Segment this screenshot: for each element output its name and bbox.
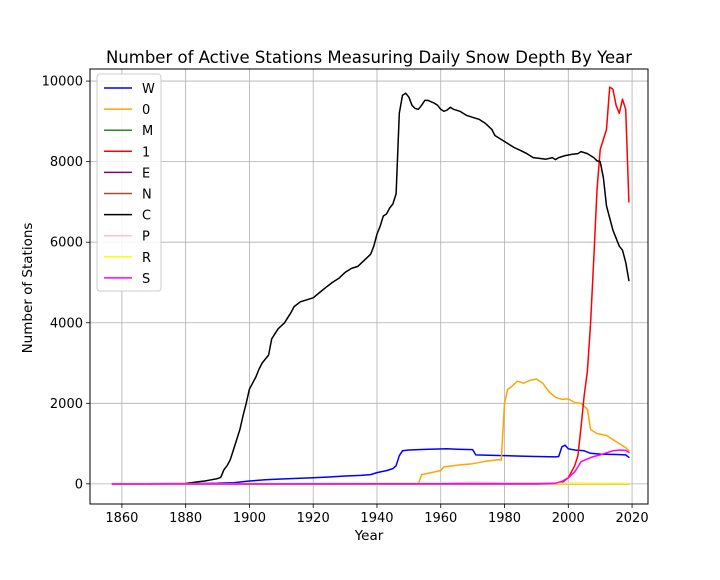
legend-label-M: M (142, 124, 153, 139)
x-tick-label: 1880 (169, 511, 202, 526)
series-line-1 (111, 86, 630, 485)
legend-label-0: 0 (142, 103, 150, 118)
legend-label-W: W (142, 82, 155, 97)
x-tick-label: 1940 (360, 511, 393, 526)
legend-label-S: S (142, 272, 150, 287)
y-tick-label: 8000 (50, 155, 83, 170)
chart-title: Number of Active Stations Measuring Dail… (106, 48, 632, 67)
x-tick-label: 1900 (233, 511, 266, 526)
legend-label-N: N (142, 188, 152, 203)
x-tick-label: 2000 (552, 511, 585, 526)
series-line-S (111, 449, 630, 485)
y-tick-label: 10000 (42, 75, 83, 90)
legend-label-C: C (142, 209, 151, 224)
x-tick-label: 1960 (424, 511, 457, 526)
legend-label-1: 1 (142, 145, 150, 160)
legend-label-R: R (142, 251, 151, 266)
legend-box (96, 73, 162, 292)
y-axis-ticks: 0 2000 4000 6000 8000 10000 (42, 75, 90, 492)
series-line-W (111, 444, 630, 485)
legend-label-P: P (142, 230, 150, 245)
x-axis-label: Year (354, 528, 384, 544)
y-tick-label: 0 (75, 477, 83, 492)
series-line-C (111, 92, 630, 485)
series-line-0 (111, 378, 630, 485)
plot-series (111, 86, 630, 485)
x-axis-ticks: 1860 1880 1900 1920 1940 1960 1980 2000 2020 (105, 504, 649, 526)
x-tick-label: 1920 (297, 511, 330, 526)
x-tick-label: 2020 (616, 511, 649, 526)
x-tick-label: 1860 (105, 511, 138, 526)
plot-area-frame (89, 68, 649, 505)
y-tick-label: 4000 (50, 316, 83, 331)
y-tick-label: 6000 (50, 236, 83, 251)
y-axis-label: Number of Stations (20, 223, 36, 354)
x-tick-label: 1980 (488, 511, 521, 526)
y-tick-label: 2000 (50, 397, 83, 412)
legend-label-E: E (142, 166, 150, 181)
